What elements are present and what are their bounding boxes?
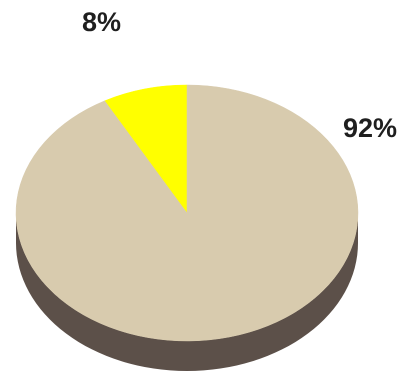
- pie-slice-92-percent: [15, 84, 359, 342]
- slice-label-92-percent: 92%: [343, 113, 398, 143]
- pie-side: [16, 213, 358, 371]
- slice-label-8-percent: 8%: [82, 7, 122, 37]
